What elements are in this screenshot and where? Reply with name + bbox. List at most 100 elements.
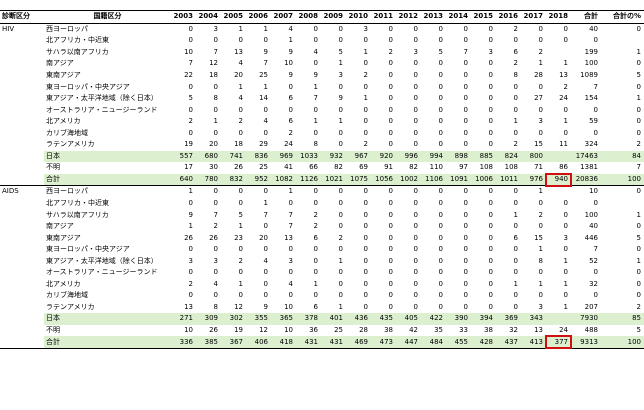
value-cell: 7 [263,210,268,219]
value-cell: 0 [313,268,318,277]
value-cell: 91 [384,163,393,172]
row-label: ラテンアメリカ [46,140,95,149]
value-cell: 0 [363,245,368,254]
percent-cell: 100 [601,173,644,187]
value-cell: 0 [238,268,243,277]
value-cell: 0 [338,245,343,254]
value-cell: 9 [263,302,268,311]
value-cell: 8 [213,302,218,311]
value-cell: 3 [188,256,193,265]
value-cell: 0 [513,128,518,137]
value-cell: 836 [246,150,271,163]
value-cell: 0 [338,105,343,114]
total-cell: 7 [593,82,598,91]
total-cell: 1381 [580,163,598,172]
value-cell: 0 [513,94,518,103]
value-cell: 378 [296,313,321,325]
row-label: 北アフリカ・中近東 [46,36,109,45]
value-cell: 32 [509,326,518,335]
value-cell: 4 [238,94,243,103]
value-cell: 0 [288,268,293,277]
header-year: 2004 [196,10,221,24]
value-cell: 824 [496,150,521,163]
value-cell: 108 [479,163,493,172]
value-cell: 394 [471,313,496,325]
value-cell: 7 [288,222,293,231]
value-cell: 29 [259,140,268,149]
value-cell: 3 [563,233,568,242]
value-cell: 26 [209,233,218,242]
value-cell: 18 [234,140,243,149]
statistics-table: 診断区分 国籍区分 2003 2004 2005 2006 2007 2008 … [0,10,644,350]
value-cell: 0 [363,302,368,311]
header-year: 2009 [321,10,346,24]
percent-cell: 100 [601,336,644,349]
value-cell: 1 [538,245,543,254]
value-cell: 0 [513,199,518,208]
value-cell: 12 [209,59,218,68]
value-cell: 0 [263,291,268,300]
value-cell: 9 [338,94,343,103]
value-cell: 9 [288,71,293,79]
value-cell: 0 [263,36,268,45]
value-cell: 0 [188,245,193,254]
value-cell: 2 [288,128,293,137]
value-cell: 24 [559,326,568,335]
row-label: 東ヨーロッパ・中央アジア [46,82,130,91]
value-cell: 0 [438,245,443,254]
value-cell: 0 [388,279,393,288]
value-cell: 0 [513,36,518,45]
value-cell: 0 [438,302,443,311]
value-cell: 19 [234,326,243,335]
value-cell: 19 [184,140,193,149]
value-cell: 428 [471,336,496,349]
value-cell: 0 [388,199,393,208]
value-cell: 2 [238,117,243,126]
value-cell: 0 [563,210,568,219]
value-cell: 0 [388,268,393,277]
value-cell: 0 [363,233,368,242]
value-cell: 1006 [471,173,496,187]
value-cell: 0 [446,185,471,198]
value-cell: 0 [413,210,418,219]
total-cell: 7 [593,245,598,254]
value-cell: 994 [421,150,446,163]
percent-cell: 1 [636,210,641,219]
value-cell: 0 [238,105,243,114]
value-cell: 0 [313,199,318,208]
value-cell: 0 [313,256,318,265]
value-cell: 0 [538,268,543,277]
value-cell: 0 [438,210,443,219]
section-label: AIDS [0,185,44,349]
percent-cell: 0 [636,128,641,137]
value-cell: 1 [171,185,196,198]
value-cell: 0 [388,256,393,265]
value-cell: 0 [513,105,518,114]
value-cell: 0 [563,105,568,114]
value-cell: 10 [284,59,293,68]
value-cell: 4 [263,117,268,126]
value-cell: 0 [413,24,418,33]
value-cell: 640 [171,173,196,187]
value-cell: 1 [263,82,268,91]
value-cell: 10 [184,47,193,56]
value-cell: 1 [313,117,318,126]
header-percent: 合計の% [601,10,644,24]
value-cell: 97 [459,163,468,172]
total-cell: 10 [571,185,601,198]
percent-cell: 85 [601,313,644,325]
value-cell: 27 [534,94,543,103]
value-cell: 13 [234,47,243,56]
value-cell: 355 [246,313,271,325]
value-cell: 4 [288,24,293,33]
value-cell: 1 [271,185,296,198]
value-cell: 1 [513,117,518,126]
value-cell: 0 [488,71,493,79]
value-cell: 82 [409,163,418,172]
header-year: 2010 [346,10,371,24]
table-row: 北アメリカ 2 1 2 4 6 1 1 0 0 0 0 0 0 1 3 1 59 0 [0,116,644,128]
value-cell: 0 [488,82,493,91]
value-cell: 1091 [446,173,471,187]
value-cell: 3 [213,24,218,33]
value-cell: 0 [563,199,568,208]
